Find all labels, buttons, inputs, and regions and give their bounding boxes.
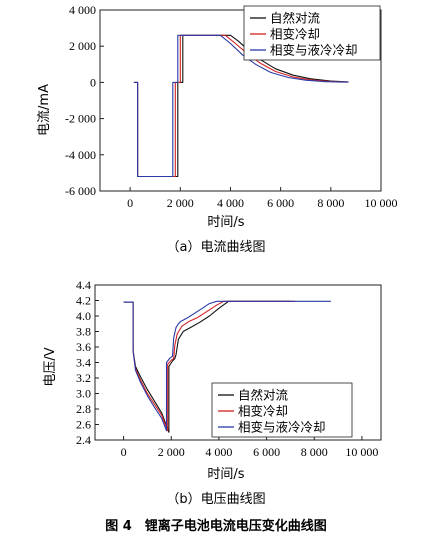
chart-b-ytick-label: 3.4 [76, 356, 91, 370]
chart-b-legend-label: 自然对流 [238, 388, 289, 403]
chart-b-series-line-3 [123, 300, 331, 432]
chart-a-caption: （a）电流曲线图 [167, 240, 266, 255]
chart-a-ytick-label: 4 000 [69, 3, 96, 17]
chart-b-series-line-2 [123, 300, 296, 432]
chart-a-legend-label: 自然对流 [270, 11, 321, 26]
chart-a-ylabel: 电流/mA [37, 84, 52, 136]
chart-a-ytick-label: -4 000 [65, 148, 96, 162]
chart-b-ytick-label: 3.8 [76, 325, 91, 339]
figure-caption: 图 4 锂离子电池电流电压变化曲线图 [105, 518, 327, 534]
chart-a-series-layer [133, 34, 349, 178]
chart-b-xticks: 0 2 000 4 000 6 000 8 000 10 000 [121, 436, 378, 459]
chart-a-xtick-label: 2 000 [167, 196, 194, 210]
chart-b-ylabel: 电压/V [43, 347, 58, 386]
chart-b-ytick-label: 2.6 [76, 418, 91, 432]
chart-a-ytick-label: -6 000 [65, 184, 96, 198]
chart-a-plot-frame [99, 9, 382, 192]
chart-b-xtick-label: 4 000 [205, 445, 232, 459]
chart-b-legend-label: 相变冷却 [238, 404, 288, 419]
chart-a-legend-label: 相变与液冷冷却 [270, 43, 358, 58]
chart-a-legend-label: 相变冷却 [270, 27, 320, 42]
chart-b-xtick-label: 10 000 [345, 445, 378, 459]
chart-b-ytick-label: 4.0 [76, 309, 91, 323]
chart-a-xtick-label: 8 000 [317, 196, 344, 210]
chart-b-series-line-1 [123, 300, 291, 433]
chart-b-ytick-label: 3.0 [76, 387, 91, 401]
chart-b-ytick-label: 2.8 [76, 402, 91, 416]
chart-b-legend-label: 相变与液冷冷却 [238, 420, 326, 435]
chart-a-yticks: -6 000 -4 000 -2 000 0 2 000 4 000 [65, 3, 104, 198]
chart-b: 2.42.6 2.83.0 3.23.4 3.63.8 4.04.2 4.4 0 2 000… [43, 278, 382, 507]
chart-a-ytick-label: 0 [90, 75, 96, 89]
chart-b-ytick-label: 3.6 [76, 340, 91, 354]
chart-a-ytick-label: 2 000 [69, 39, 96, 53]
chart-b-ytick-label: 2.4 [76, 433, 91, 447]
chart-a-series-line-3 [133, 34, 349, 178]
chart-b-xlabel: 时间/s [207, 467, 244, 482]
chart-a: -6 000 -4 000 -2 000 0 2 000 4 000 0 2 000 4 00… [37, 3, 398, 255]
chart-b-legend-box [211, 382, 353, 438]
chart-b-ytick-label: 4.4 [76, 278, 91, 292]
chart-a-legend-box [243, 5, 381, 61]
chart-b-caption: （b）电压曲线图 [166, 492, 265, 507]
chart-b-xtick-label: 8 000 [301, 445, 328, 459]
chart-a-xtick-label: 0 [127, 196, 133, 210]
chart-a-xtick-label: 4 000 [217, 196, 244, 210]
chart-b-yticks: 2.42.6 2.83.0 3.23.4 3.63.8 4.04.2 4.4 [76, 278, 99, 447]
chart-a-xlabel: 时间/s [207, 215, 244, 230]
chart-b-ytick-label: 4.2 [76, 294, 91, 308]
chart-a-ytick-label: -2 000 [65, 112, 96, 126]
chart-a-xtick-label: 10 000 [365, 196, 398, 210]
chart-b-xtick-label: 2 000 [158, 445, 185, 459]
chart-a-xtick-label: 6 000 [267, 196, 294, 210]
chart-b-ytick-label: 3.2 [76, 371, 91, 385]
chart-a-xticks: 0 2 000 4 000 6 000 8 000 10 000 [127, 187, 398, 210]
chart-b-xtick-label: 6 000 [253, 445, 280, 459]
chart-b-series-layer [123, 300, 331, 433]
chart-b-xtick-label: 0 [121, 445, 127, 459]
